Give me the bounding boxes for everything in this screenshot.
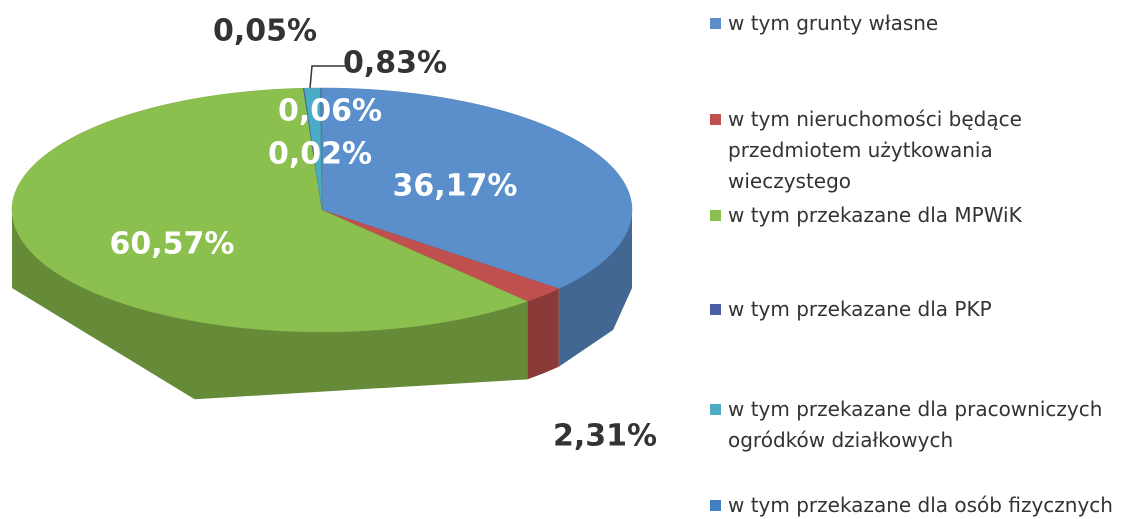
data-label: 0,83% bbox=[343, 46, 447, 81]
legend-swatch bbox=[710, 18, 721, 29]
legend-swatch bbox=[710, 114, 721, 125]
data-label: 0,06% bbox=[278, 94, 382, 129]
slice-side bbox=[12, 210, 528, 400]
legend-item: w tym przekazane dla PKP bbox=[710, 294, 1058, 325]
legend-label: w tym przekazane dla pracowniczych ogród… bbox=[728, 397, 1103, 452]
data-label: 36,17% bbox=[393, 169, 518, 204]
data-label: 0,05% bbox=[213, 14, 317, 49]
slice-side bbox=[527, 288, 559, 380]
slice bbox=[321, 209, 560, 302]
data-label: 0,02% bbox=[268, 137, 372, 172]
legend-label: w tym przekazane dla MPWiK bbox=[728, 203, 1022, 227]
data-label: 60,57% bbox=[110, 227, 235, 262]
legend-swatch bbox=[710, 304, 721, 315]
legend-label: w tym nieruchomości będące przedmiotem u… bbox=[728, 107, 1022, 193]
slice-side bbox=[558, 210, 632, 367]
legend-swatch bbox=[710, 404, 721, 415]
data-label: 2,31% bbox=[553, 419, 657, 454]
legend-swatch bbox=[710, 500, 721, 511]
pie-area: 36,17% 2,31% 60,57% 0,05% 0,83% 0,06% 0,02% bbox=[11, 14, 657, 454]
legend-item: w tym grunty własne bbox=[710, 8, 1058, 39]
legend-label: w tym przekazane dla osób fizycznych bbox=[728, 493, 1113, 517]
legend-item: w tym nieruchomości będące przedmiotem u… bbox=[710, 104, 1058, 197]
legend-label: w tym grunty własne bbox=[728, 11, 939, 35]
legend-item: w tym przekazane dla MPWiK bbox=[710, 200, 1058, 231]
legend-label: w tym przekazane dla PKP bbox=[728, 297, 992, 321]
legend-item: w tym przekazane dla pracowniczych ogród… bbox=[710, 394, 1128, 456]
legend-swatch bbox=[710, 210, 721, 221]
slice bbox=[11, 87, 529, 333]
leader-line bbox=[309, 65, 350, 89]
slice bbox=[321, 87, 633, 290]
legend-item: w tym przekazane dla osób fizycznych bbox=[710, 490, 1128, 519]
